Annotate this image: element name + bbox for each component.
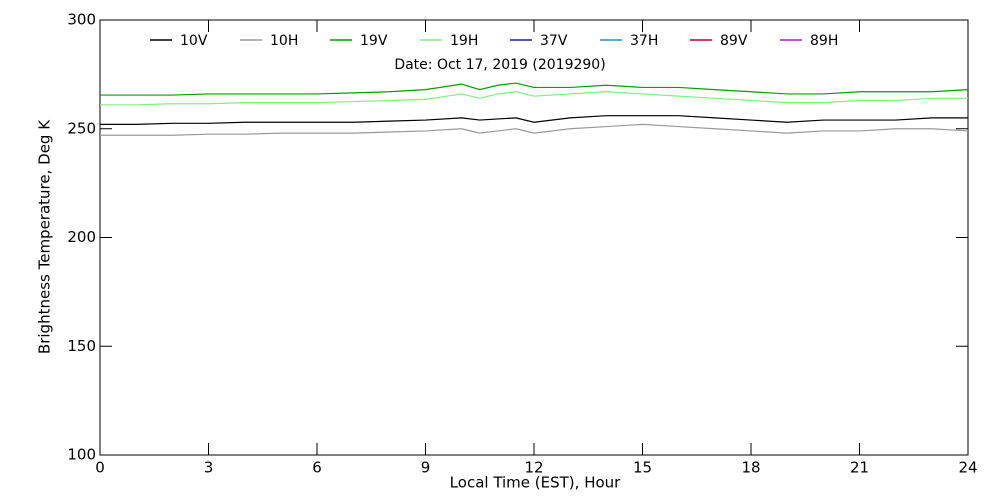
x-tick-label: 0	[95, 459, 105, 477]
y-tick-label: 200	[67, 228, 96, 246]
x-tick-label: 6	[312, 459, 322, 477]
x-tick-label: 12	[524, 459, 543, 477]
series-line	[100, 91, 968, 106]
legend-label: 37V	[540, 33, 568, 49]
legend-label: 89V	[720, 33, 748, 49]
series-line	[100, 82, 969, 96]
y-tick-label: 150	[67, 337, 96, 355]
y-axis-label: Brightness Temperature, Deg K	[36, 119, 54, 354]
legend-label: 19V	[360, 33, 388, 49]
legend-label: 10V	[180, 33, 208, 49]
x-tick-label: 21	[850, 459, 869, 477]
x-tick-label: 24	[958, 459, 977, 477]
series-line	[100, 115, 968, 125]
plot-frame	[99, 19, 969, 456]
x-tick-label: 18	[741, 459, 760, 477]
y-tick-label: 100	[67, 446, 96, 464]
y-tick-label: 250	[67, 119, 96, 137]
x-axis-label: Local Time (EST), Hour	[450, 474, 621, 492]
legend-label: 37H	[630, 33, 658, 49]
series-line	[100, 123, 969, 136]
legend-label: 19H	[450, 33, 478, 49]
x-tick-label: 9	[421, 459, 431, 477]
y-tick-label: 300	[67, 11, 96, 29]
legend-label: 89H	[810, 33, 838, 49]
legend-label: 10H	[270, 33, 298, 49]
chart-title: Date: Oct 17, 2019 (2019290)	[394, 57, 605, 73]
x-tick-label: 15	[633, 459, 652, 477]
x-tick-label: 3	[204, 459, 214, 477]
